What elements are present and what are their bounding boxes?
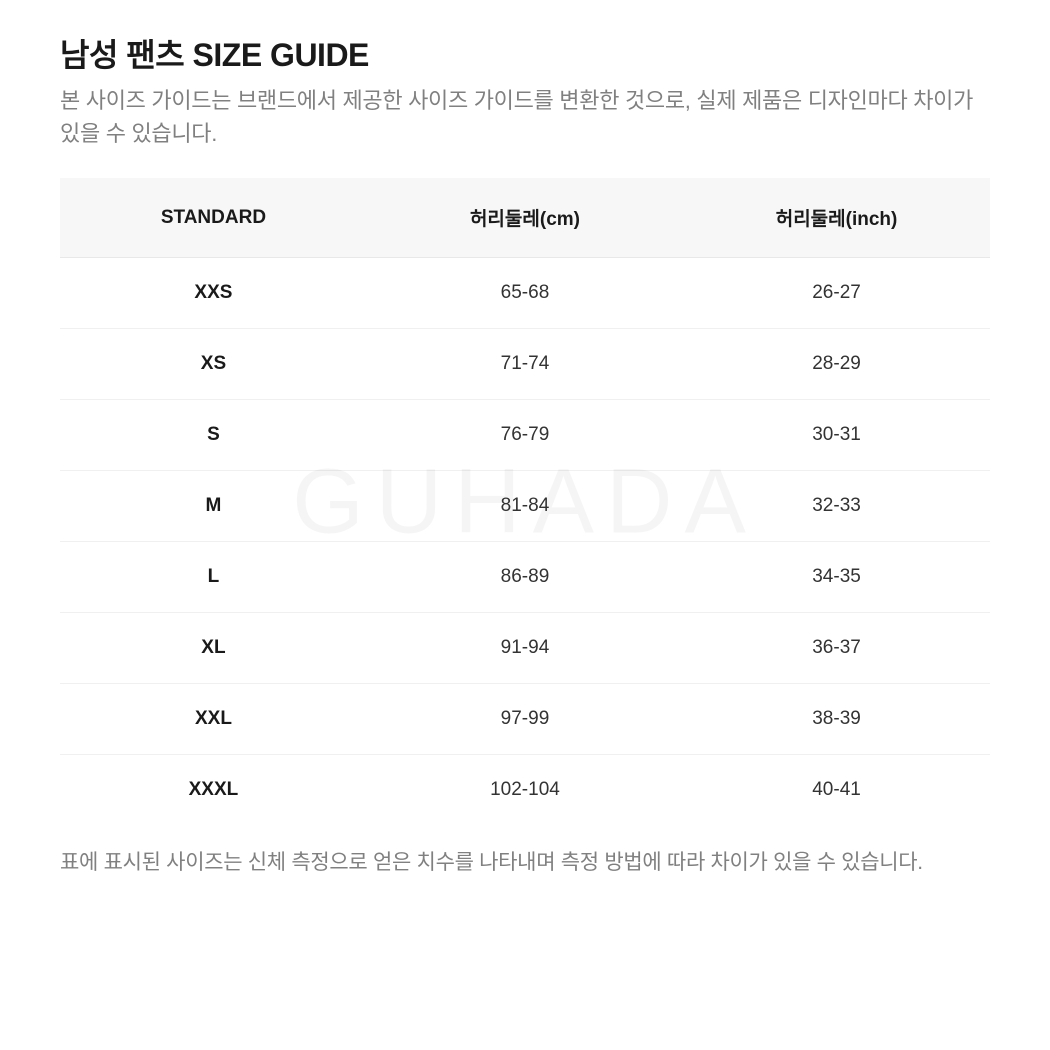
table-row: XXS 65-68 26-27 (60, 258, 990, 329)
page-title: 남성 팬츠 SIZE GUIDE (60, 30, 990, 76)
size-table-container: GUHADA STANDARD 허리둘레(cm) 허리둘레(inch) XXS … (60, 178, 990, 825)
cell-standard: XS (60, 329, 367, 400)
cell-standard: XL (60, 613, 367, 684)
cell-standard: XXXL (60, 755, 367, 826)
cell-waist-cm: 102-104 (367, 755, 683, 826)
cell-waist-cm: 97-99 (367, 684, 683, 755)
size-guide-table: STANDARD 허리둘레(cm) 허리둘레(inch) XXS 65-68 2… (60, 178, 990, 825)
cell-standard: L (60, 542, 367, 613)
cell-waist-inch: 36-37 (683, 613, 990, 684)
cell-waist-inch: 34-35 (683, 542, 990, 613)
cell-waist-cm: 81-84 (367, 471, 683, 542)
col-header-standard: STANDARD (60, 178, 367, 258)
cell-waist-cm: 76-79 (367, 400, 683, 471)
cell-waist-cm: 71-74 (367, 329, 683, 400)
cell-standard: S (60, 400, 367, 471)
table-row: XXL 97-99 38-39 (60, 684, 990, 755)
cell-waist-cm: 65-68 (367, 258, 683, 329)
table-row: M 81-84 32-33 (60, 471, 990, 542)
footnote-text: 표에 표시된 사이즈는 신체 측정으로 얻은 치수를 나타내며 측정 방법에 따… (60, 847, 990, 880)
table-row: S 76-79 30-31 (60, 400, 990, 471)
col-header-waist-cm: 허리둘레(cm) (367, 178, 683, 258)
col-header-waist-inch: 허리둘레(inch) (683, 178, 990, 258)
cell-waist-inch: 38-39 (683, 684, 990, 755)
table-row: XXXL 102-104 40-41 (60, 755, 990, 826)
page-subtitle: 본 사이즈 가이드는 브랜드에서 제공한 사이즈 가이드를 변환한 것으로, 실… (60, 84, 990, 150)
cell-waist-inch: 26-27 (683, 258, 990, 329)
cell-waist-cm: 91-94 (367, 613, 683, 684)
cell-waist-inch: 30-31 (683, 400, 990, 471)
cell-waist-inch: 40-41 (683, 755, 990, 826)
cell-waist-cm: 86-89 (367, 542, 683, 613)
table-row: XL 91-94 36-37 (60, 613, 990, 684)
cell-standard: M (60, 471, 367, 542)
table-header-row: STANDARD 허리둘레(cm) 허리둘레(inch) (60, 178, 990, 258)
cell-waist-inch: 32-33 (683, 471, 990, 542)
cell-waist-inch: 28-29 (683, 329, 990, 400)
table-row: L 86-89 34-35 (60, 542, 990, 613)
cell-standard: XXS (60, 258, 367, 329)
table-row: XS 71-74 28-29 (60, 329, 990, 400)
cell-standard: XXL (60, 684, 367, 755)
